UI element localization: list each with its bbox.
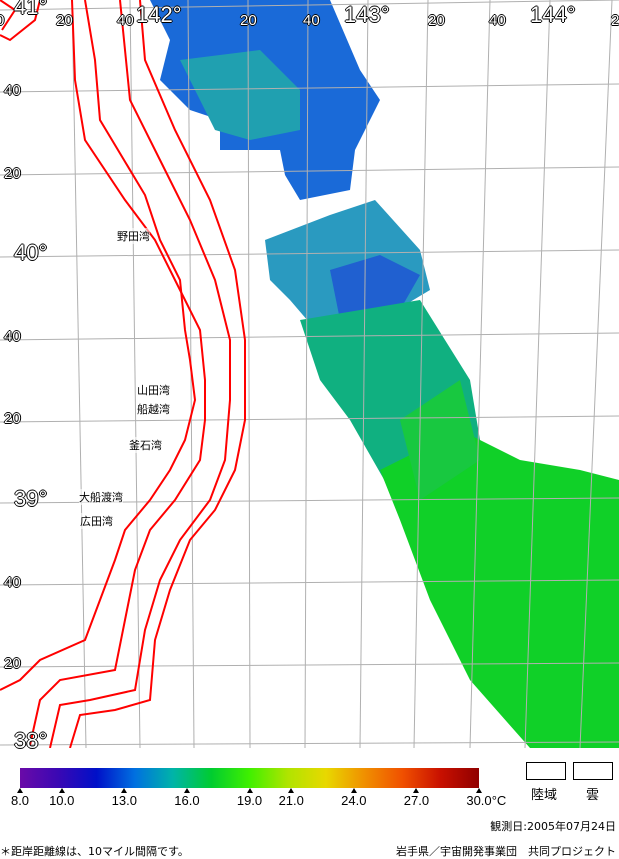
lat-label: 20 — [4, 410, 21, 428]
scale-tick-label: 30.0 — [466, 793, 492, 808]
land-swatch — [526, 762, 566, 780]
coast — [0, 0, 41, 42]
cloud-swatch — [573, 762, 613, 780]
scale-tick-label: 24.0 — [341, 793, 367, 808]
lon-label: 2 — [611, 12, 619, 30]
credit: 岩手県／宇宙開発事業団 共同プロジェクト — [396, 845, 616, 858]
coast — [0, 0, 197, 691]
scale-tick — [183, 788, 190, 793]
place-label: 釜石湾 — [129, 437, 162, 453]
scale-tick-label: 21.0 — [278, 793, 304, 808]
lon-label: 20 — [428, 12, 445, 30]
distance-20mi — [0, 0, 17, 31]
scale-tick — [17, 788, 23, 793]
unit-label: °C — [491, 793, 507, 808]
lat-label: 40 — [4, 328, 21, 346]
scale-tick — [246, 788, 253, 793]
lat-label: 41° — [14, 0, 48, 19]
place-label: 広田湾 — [80, 513, 113, 529]
scale-tick — [288, 788, 295, 793]
lon-label: 40 — [303, 12, 320, 30]
distance-note: ＊距岸距離線は、10マイル間隔です。 — [0, 845, 189, 858]
lat-label: 39° — [14, 486, 48, 512]
scale-tick-label: 8.0 — [10, 793, 30, 808]
scale-tick — [476, 788, 482, 793]
distance-20mi — [49, 0, 231, 748]
scale-tick-label: 13.0 — [111, 793, 137, 808]
lon-label: 0 — [0, 12, 5, 30]
color-scale-bar — [20, 768, 479, 788]
lat-label: 40 — [4, 574, 21, 592]
sst-region-south-green — [380, 430, 619, 748]
scale-tick-label: 27.0 — [403, 793, 430, 808]
scale-tick-label: 10.0 — [49, 793, 75, 808]
scale-tick — [121, 788, 128, 793]
lon-label: 144° — [530, 2, 576, 28]
lon-label: 142° — [136, 2, 182, 28]
lat-label: 40 — [4, 82, 21, 100]
place-label: 大船渡湾 — [79, 489, 123, 505]
scale-tick — [413, 788, 420, 793]
lat-label: 20 — [4, 165, 21, 183]
lon-label: 143° — [344, 2, 390, 28]
sst-map — [0, 0, 619, 748]
coastline — [0, 0, 246, 748]
observation-date: 観測日:2005年07月24日 — [490, 820, 616, 833]
place-label: 山田湾 — [137, 382, 170, 398]
place-label: 野田湾 — [117, 228, 150, 244]
distance-10mi — [29, 0, 206, 746]
lat-label: 40° — [14, 240, 48, 266]
lon-label: 20 — [240, 12, 257, 30]
place-label: 船越湾 — [137, 401, 170, 417]
distance-30mi — [69, 0, 246, 748]
scale-tick — [350, 788, 357, 793]
lon-label: 40 — [489, 12, 506, 30]
scale-tick-label: 16.0 — [174, 793, 200, 808]
land-label: 陸域 — [531, 788, 558, 803]
scale-tick — [58, 788, 65, 793]
lat-label: 20 — [4, 655, 21, 673]
sst-data — [150, 0, 619, 748]
cloud-label: 雲 — [586, 788, 600, 803]
lon-label: 40 — [117, 12, 134, 30]
lat-label: 38° — [14, 728, 48, 754]
scale-tick-label: 19.0 — [236, 793, 263, 808]
sst-region-north-teal — [180, 50, 300, 140]
lon-label: 20 — [56, 12, 73, 30]
